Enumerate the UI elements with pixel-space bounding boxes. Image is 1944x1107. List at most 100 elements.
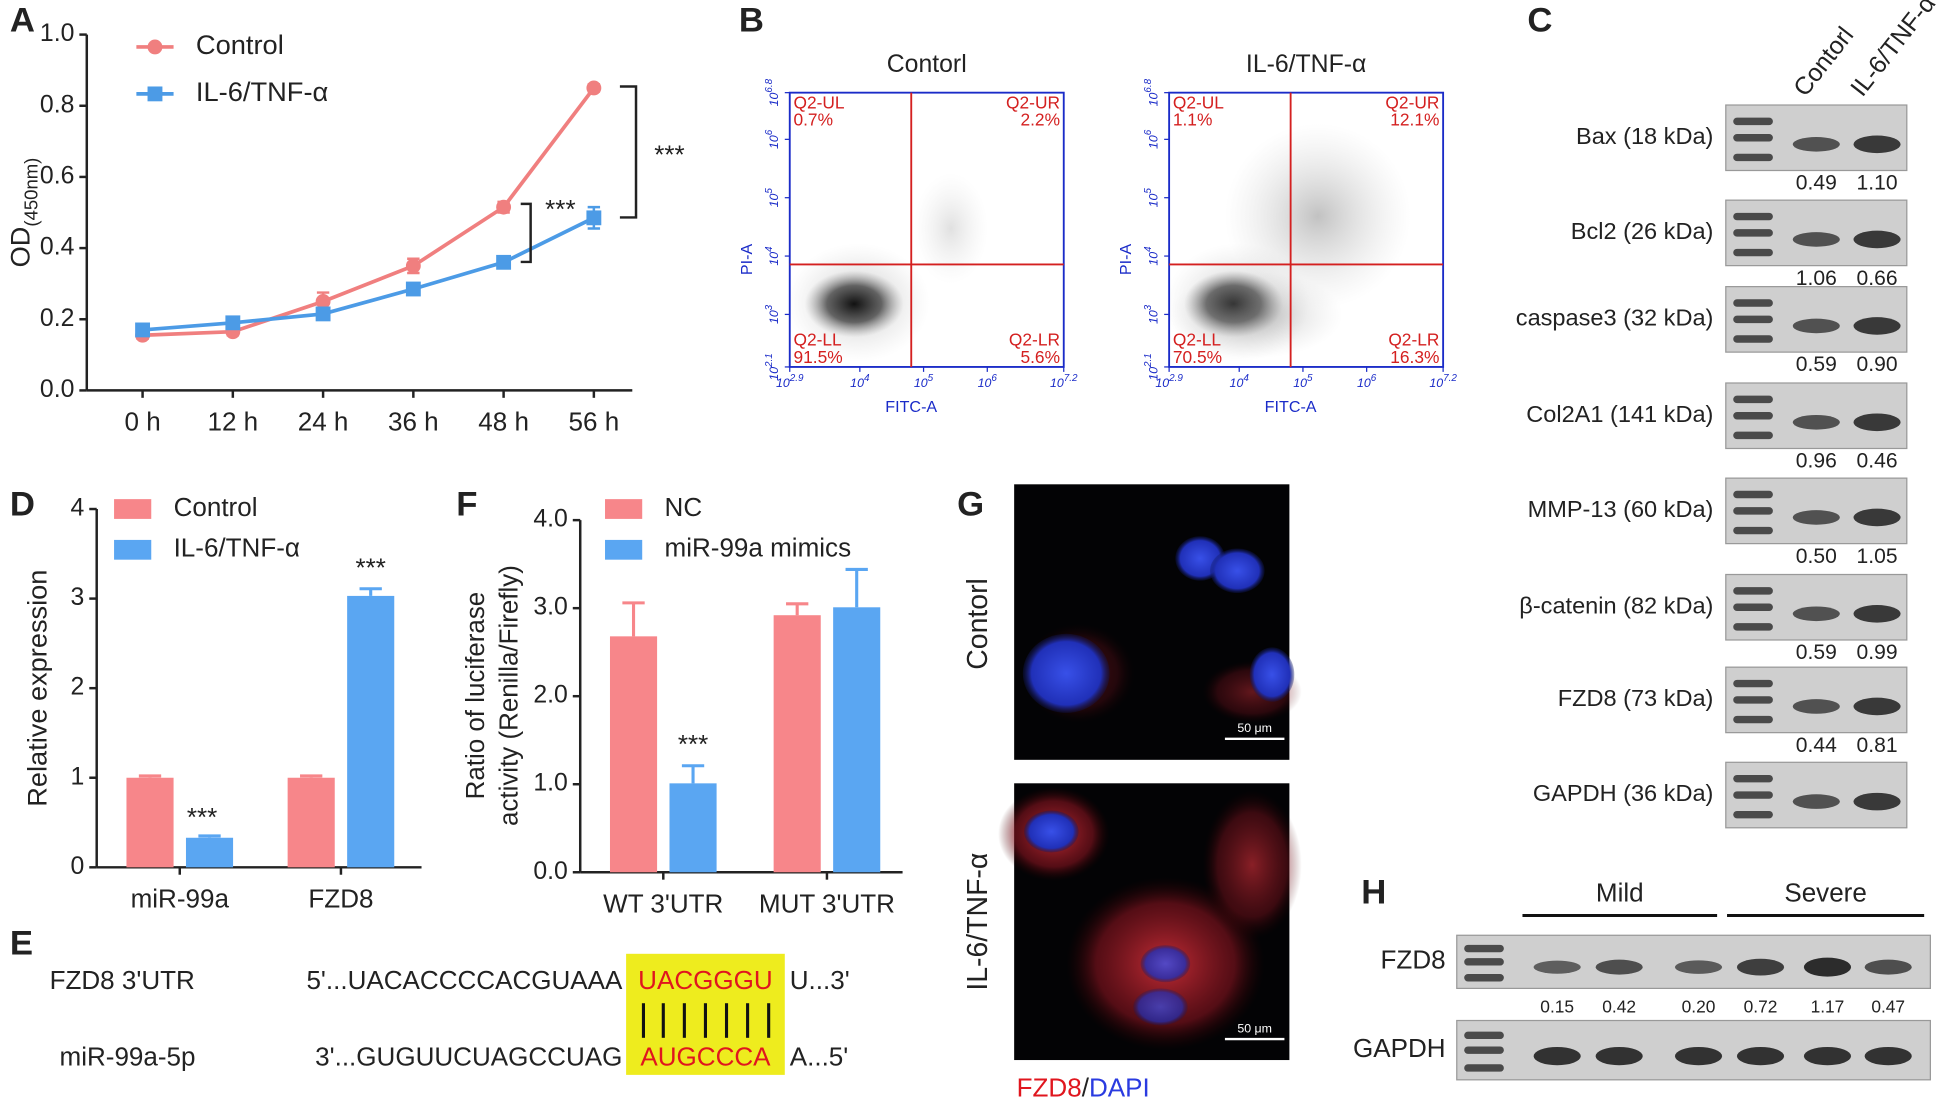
y-tick-label: 106.8: [764, 78, 781, 106]
base-pairs: [641, 1003, 771, 1038]
quadrant-name: Q2-UR: [1385, 92, 1439, 112]
tick-exponent: 7.2: [1064, 373, 1078, 384]
quadrant-name: Q2-UL: [1173, 92, 1224, 112]
nucleus: [1022, 633, 1110, 713]
bar: [609, 636, 658, 873]
tick-base: 10: [1147, 310, 1161, 324]
marker: [315, 306, 331, 322]
group-label: Mild: [1596, 877, 1644, 907]
blot-label: Col2A1 (141 kDa): [1526, 401, 1713, 427]
stain-name: FZD8: [1017, 1073, 1082, 1103]
blot-label: MMP-13 (60 kDa): [1528, 496, 1714, 522]
x-tick-label: 107.2: [1050, 373, 1078, 390]
ladder-band: [1464, 944, 1504, 953]
y-axis-label: OD(450nm): [4, 158, 41, 268]
scale-bar-label: 50 μm: [1237, 721, 1272, 735]
sequence-left: 3'...GUGUUCUAGCCUAG: [315, 1042, 622, 1072]
y-tick-label: 2.0: [533, 682, 567, 709]
bar: [773, 615, 821, 873]
ladder-band: [1464, 1064, 1504, 1072]
quadrant-name: Q2-LR: [1388, 330, 1439, 350]
significance-bracket: [520, 202, 532, 264]
tick-exponent: 3: [1143, 304, 1154, 310]
bar: [347, 595, 395, 868]
y-tick-label: 1.0: [533, 770, 567, 797]
ladder-band: [1733, 431, 1773, 440]
x-tick-label: 102.9: [1155, 373, 1183, 390]
blot-label: caspase3 (32 kDa): [1516, 305, 1714, 331]
legend-swatch: [114, 539, 152, 560]
y-tick-label: 102.1: [764, 353, 781, 380]
quadrant-percent: 2.2%: [1020, 110, 1060, 130]
protein-band: [1803, 1046, 1852, 1066]
error-bar: [845, 567, 868, 608]
x-tick-label: 107.2: [1429, 373, 1457, 390]
quadrant-percent: 0.7%: [793, 110, 833, 130]
protein-band: [1792, 699, 1840, 714]
tick-exponent: 6.8: [1143, 78, 1154, 92]
ladder-band: [1464, 1031, 1504, 1040]
blot-value: 0.46: [1857, 450, 1898, 473]
blot-value: 0.20: [1682, 997, 1716, 1017]
tick-exponent: 6: [991, 373, 997, 384]
tick-exponent: 7.2: [1443, 373, 1457, 384]
ladder-band: [1733, 507, 1773, 515]
blot-label: FZD8: [1381, 945, 1446, 975]
ladder-band: [1733, 248, 1773, 257]
quadrant-name: Q2-LL: [793, 330, 842, 350]
ladder-band: [1464, 1046, 1504, 1054]
significance: ***: [356, 552, 386, 582]
blot-label: FZD8 (73 kDa): [1558, 685, 1714, 711]
y-tick-label: 102.1: [1143, 353, 1160, 380]
y-tick-label: 2: [71, 674, 85, 701]
y-tick-label: 1: [71, 763, 85, 790]
x-axis-label: FITC-A: [1265, 398, 1317, 416]
tick-exponent: 3: [764, 304, 775, 310]
marker: [405, 258, 421, 274]
legend-label: Control: [196, 29, 284, 60]
sequence-name: miR-99a-5p: [60, 1042, 196, 1072]
quadrant-percent: 12.1%: [1390, 110, 1439, 130]
x-tick-label: 36 h: [388, 407, 439, 437]
y-axis-label: PI-A: [1117, 244, 1135, 275]
blot-value: 1.06: [1796, 267, 1837, 290]
tick-exponent: 2.9: [1168, 373, 1183, 384]
blot-value: 0.66: [1857, 267, 1898, 290]
ladder-band: [1733, 791, 1773, 799]
y-tick-label: 105: [1143, 188, 1160, 208]
tick-base: 10: [1357, 377, 1371, 391]
tick-exponent: 5: [764, 188, 775, 194]
blot-value: 0.81: [1857, 734, 1898, 757]
y-axis-label-sub: (450nm): [21, 158, 42, 227]
blot-label: Bcl2 (26 kDa): [1571, 218, 1714, 244]
y-tick-label: 106: [764, 129, 781, 149]
tick-base: 10: [1429, 377, 1443, 391]
x-tick-label: 56 h: [569, 407, 620, 437]
x-tick-label: 104: [850, 373, 870, 390]
significance-bracket: [619, 85, 638, 219]
tick-exponent: 5: [928, 373, 934, 384]
significance: ***: [187, 802, 217, 832]
legend-marker: [147, 39, 163, 55]
tick-base: 10: [1050, 377, 1064, 391]
plot-frame: [788, 91, 1065, 368]
y-tick-label: 0.2: [40, 305, 74, 332]
image-row-label: IL-6/TNF-α: [962, 853, 994, 991]
cytoplasm: [1202, 790, 1302, 939]
tick-exponent: 4: [764, 246, 775, 252]
tick-base: 10: [767, 135, 781, 149]
stain-name: /: [1082, 1073, 1090, 1103]
density-halo: [1169, 271, 1343, 359]
protein-band: [1853, 413, 1901, 432]
legend-swatch: [605, 539, 643, 560]
ladder-band: [1464, 974, 1504, 982]
tick-exponent: 6.8: [764, 78, 775, 92]
blot-label: GAPDH: [1353, 1033, 1446, 1063]
ladder-band: [1733, 153, 1773, 162]
marker: [405, 281, 421, 297]
protein-band: [1792, 794, 1840, 809]
x-tick-label: 48 h: [478, 407, 529, 437]
legend-marker: [147, 86, 163, 102]
marker: [586, 80, 602, 96]
